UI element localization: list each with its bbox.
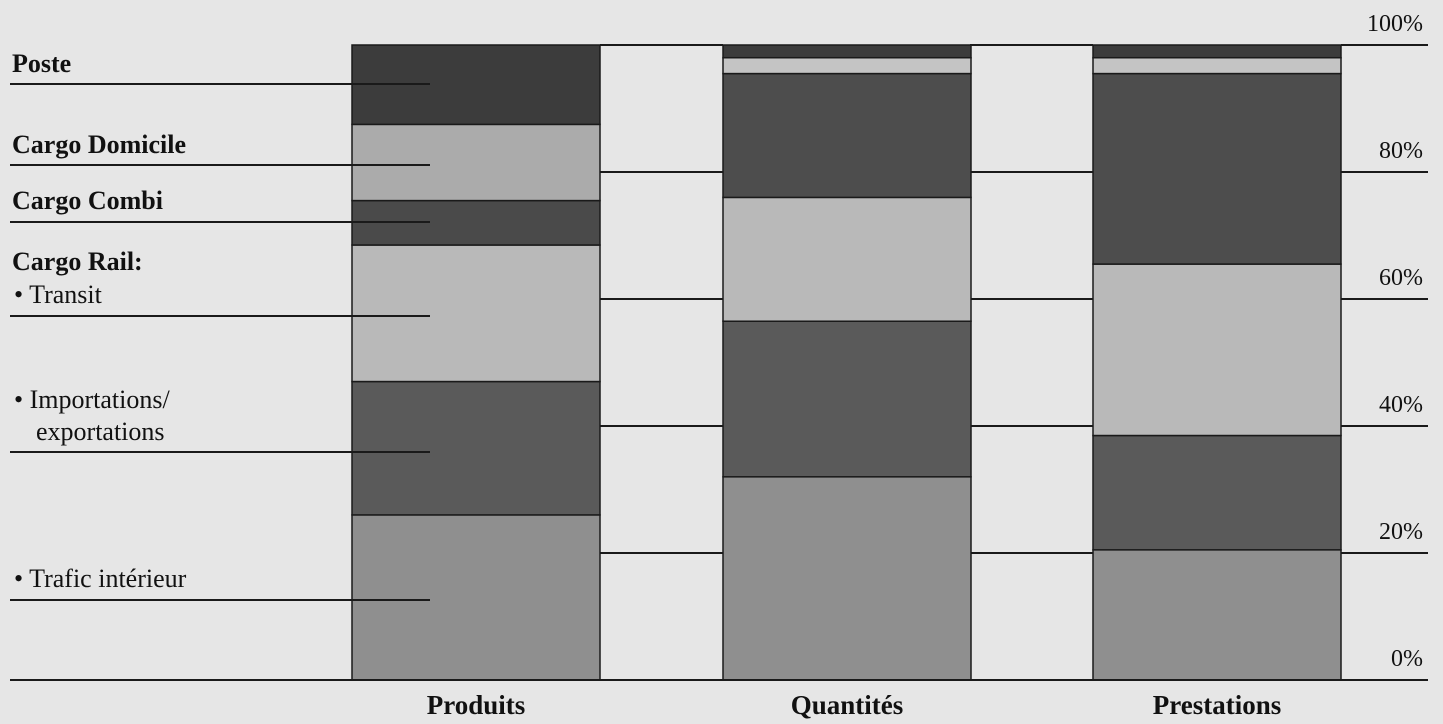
bar-segment-prestations-importations-exportations-1 — [1092, 434, 1342, 551]
bar-segment-quantites-cargo-domicile-6 — [722, 56, 972, 75]
category-label-produits: Produits — [427, 690, 526, 720]
bar-segment-quantites-trafic-interieur-0 — [722, 476, 972, 681]
bar-segment-produits-cargo-domicile-4 — [351, 123, 601, 202]
bar-segment-prestations-cargo-domicile-6 — [1092, 56, 1342, 75]
legend-cargo-rail: Cargo Rail: — [12, 247, 143, 276]
gridlines — [600, 44, 1428, 554]
legend-cargo-combi: Cargo Combi — [12, 186, 163, 215]
legend-import-export-line1: • Importations/ — [14, 385, 170, 414]
y-tick-label-40: 40% — [1379, 392, 1423, 418]
bar-segment-produits-trafic-interieur-0 — [351, 514, 601, 681]
category-label-prestations: Prestations — [1153, 690, 1282, 720]
bar-stack-quantites — [722, 44, 972, 681]
bar-segment-quantites-importations-exportations-1 — [722, 320, 972, 478]
bar-stack-produits — [351, 44, 601, 681]
x-axis: Produits Quantités Prestations — [427, 690, 1282, 720]
bar-segment-produits-importations-exportations-1 — [351, 380, 601, 516]
legend-import-export-line2: exportations — [36, 417, 165, 446]
legend-trafic-interieur: • Trafic intérieur — [14, 564, 187, 593]
bar-segment-produits-transit-2 — [351, 244, 601, 383]
y-tick-label-20: 20% — [1379, 519, 1423, 545]
bar-segment-prestations-transit-2 — [1092, 263, 1342, 437]
legend-transit: • Transit — [14, 280, 103, 309]
y-tick-label-60: 60% — [1379, 265, 1423, 291]
bar-segment-prestations-poste-7 — [1092, 44, 1342, 59]
bar-segment-prestations-trafic-interieur-0 — [1092, 549, 1342, 681]
legend: Poste Cargo Domicile Cargo Combi Cargo R… — [10, 49, 430, 601]
legend-poste: Poste — [12, 49, 71, 78]
bar-segment-quantites-transit-2 — [722, 196, 972, 322]
legend-cargo-domicile: Cargo Domicile — [12, 130, 186, 159]
category-label-quantites: Quantités — [791, 690, 904, 720]
y-tick-label-100: 100% — [1367, 11, 1423, 37]
y-tick-label-80: 80% — [1379, 138, 1423, 164]
y-tick-label-0: 0% — [1391, 646, 1423, 672]
bar-stack-prestations — [1092, 44, 1342, 681]
bar-segment-quantites-cargo-rail-5 — [722, 72, 972, 199]
bar-segment-quantites-poste-7 — [722, 44, 972, 59]
bar-segment-prestations-cargo-rail-5 — [1092, 72, 1342, 265]
bars — [351, 44, 1342, 681]
y-axis: 0% 20% 40% 60% 80% 100% — [1367, 11, 1423, 672]
